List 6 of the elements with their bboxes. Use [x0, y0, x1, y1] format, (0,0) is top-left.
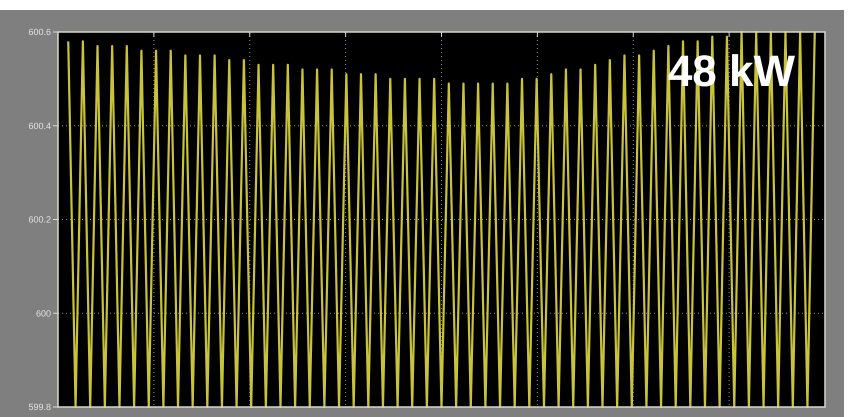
y-tick-label: 600 — [36, 308, 51, 318]
y-tick-label: 600.2 — [28, 214, 51, 225]
y-tick-label: 599.8 — [28, 402, 51, 412]
line-series — [67, 30, 816, 408]
y-tick-label: 600.4 — [28, 120, 51, 131]
y-tick-label: 600.6 — [28, 27, 51, 38]
